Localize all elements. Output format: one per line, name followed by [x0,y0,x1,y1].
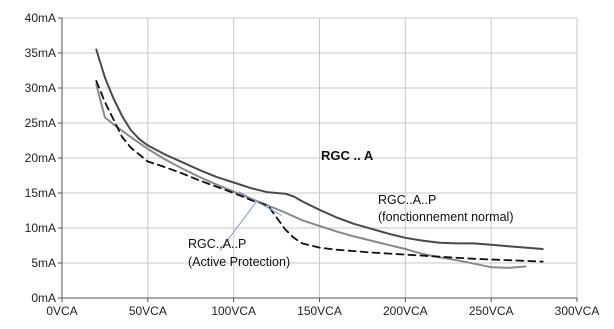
annotation-rgc-a-p-active-line1: RGC..A..P [188,237,246,251]
annotation-leader-line [238,191,282,216]
series-group [95,48,544,269]
annotation-rgc-a-p-active-line2: (Active Protection) [188,255,290,269]
axes: 0mA 5mA 10mA 15mA 20mA 25mA 30mA 35mA 40mA 0VCA 50… [25,11,600,318]
x-tick-label: 0VCA [46,304,77,318]
x-tick-label: 200VCA [383,304,428,318]
y-tick-label: 25mA [25,116,56,130]
annotation-rgc-a-p-normal-line1: RGC..A..P [378,193,436,207]
series-rgc-a-p-normal-line [95,83,527,269]
y-tick-label: 20mA [25,151,56,165]
annotations: RGC .. A RGC..A..P (fonctionnement norma… [188,148,513,269]
annotation-rgc-a-p-normal-line2: (fonctionnement normal) [378,210,513,224]
annotation-leader-line [219,199,259,251]
annotation-leaders [219,191,282,251]
y-tick-label: 15mA [25,186,56,200]
x-tick-label: 150VCA [297,304,342,318]
x-tick-label: 100VCA [211,304,256,318]
x-tick-label: 250VCA [469,304,514,318]
y-tick-label: 0mA [31,291,56,305]
y-tick-label: 35mA [25,46,56,60]
x-tick-label: 300VCA [555,304,600,318]
x-tick-label: 50VCA [129,304,167,318]
series-rgc-a-p-active-line [95,80,544,263]
y-tick-label: 10mA [25,221,56,235]
series-rgc-a-line [95,48,544,250]
y-tick-label: 5mA [31,256,56,270]
y-tick-label: 40mA [25,11,56,25]
grid [62,17,578,298]
annotation-rgc-a: RGC .. A [321,148,374,163]
y-tick-label: 30mA [25,81,56,95]
